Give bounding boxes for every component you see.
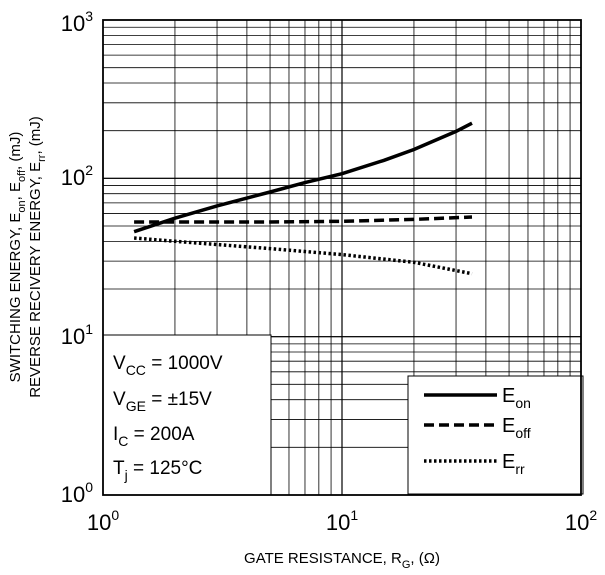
series-line-eoff <box>134 215 473 224</box>
x-tick-label: 100 <box>87 507 119 535</box>
y-axis-label-line2: REVERSE RECIVERY ENERGY, Err, (mJ) <box>27 116 48 398</box>
conditions-box: VCC = 1000V VGE = ±15V IC = 200A Tj = 12… <box>102 334 272 496</box>
legend-label-eoff: Eoff <box>502 415 531 441</box>
y-axis-label-line1: SWITCHING ENERGY, Eon, Eoff, (mJ) <box>7 132 28 383</box>
legend: Eon Eoff Err <box>407 375 584 495</box>
condition-tj: Tj = 125°C <box>113 458 202 483</box>
svg-text:SWITCHING ENERGY, Eon, Eoff, (: SWITCHING ENERGY, Eon, Eoff, (mJ) <box>7 132 28 383</box>
plot-frame <box>102 19 582 496</box>
legend-label-err: Err <box>502 451 525 477</box>
legend-label-eon: Eon <box>502 385 531 411</box>
series-group <box>133 121 473 276</box>
x-axis-label: GATE RESISTANCE, RG, (Ω) <box>244 550 440 571</box>
x-tick-label: 102 <box>565 507 597 535</box>
svg-text:REVERSE RECIVERY ENERGY, Err,: REVERSE RECIVERY ENERGY, Err, (mJ) <box>27 116 48 398</box>
y-tick-label: 103 <box>61 8 93 36</box>
condition-vcc: VCC = 1000V <box>113 353 223 378</box>
series-line-err <box>133 236 473 276</box>
x-tick-label: 101 <box>326 507 358 535</box>
y-tick-label: 100 <box>61 479 93 507</box>
condition-ic: IC = 200A <box>113 424 195 449</box>
condition-vge: VGE = ±15V <box>113 389 212 414</box>
y-tick-label: 101 <box>61 321 93 349</box>
series-line-eon <box>133 121 473 234</box>
y-tick-label: 102 <box>61 162 93 190</box>
